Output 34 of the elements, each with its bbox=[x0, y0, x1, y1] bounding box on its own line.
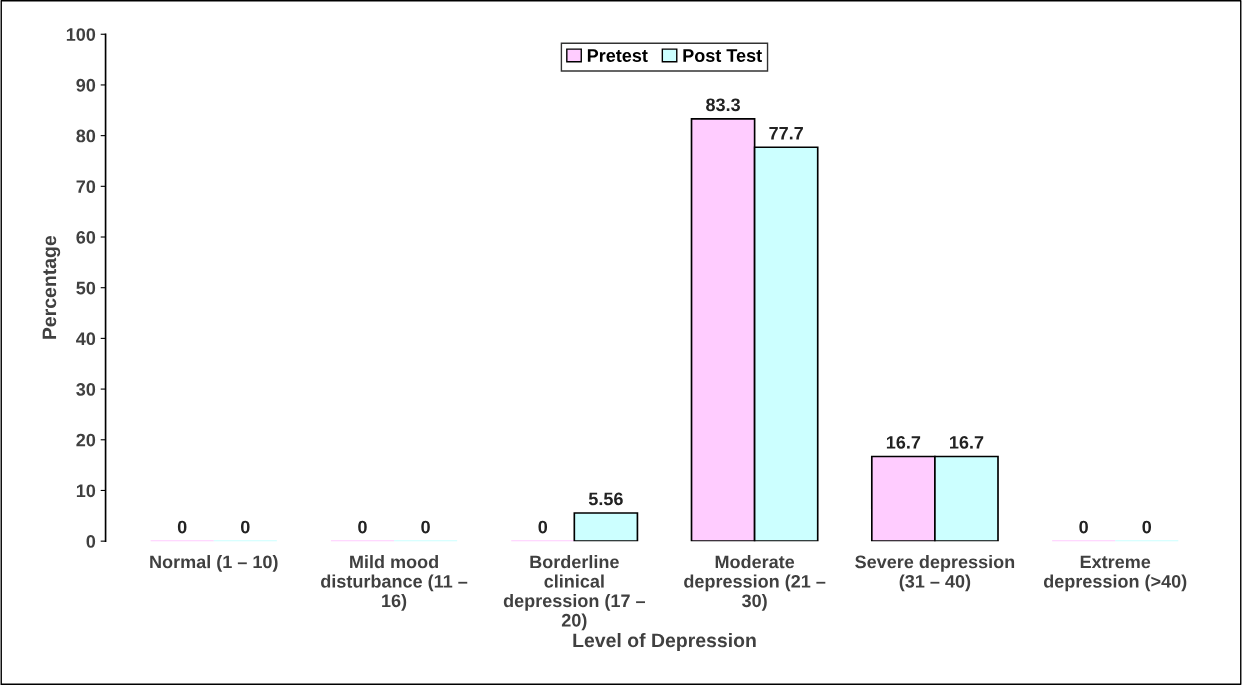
data-label: 16.7 bbox=[886, 435, 921, 449]
data-label: 0 bbox=[538, 520, 548, 534]
y-axis-title: Percentage bbox=[42, 235, 61, 339]
data-label: 5.56 bbox=[588, 492, 623, 506]
x-tick-label: Borderline clinical depression (17 – 20) bbox=[503, 555, 646, 631]
data-label: 0 bbox=[1142, 520, 1152, 534]
y-tick-label: 30 bbox=[76, 383, 96, 396]
x-tick-label: Extreme depression (>40) bbox=[1043, 555, 1187, 592]
y-tick-label: 80 bbox=[76, 129, 96, 143]
y-tick-label: 100 bbox=[66, 28, 96, 41]
legend-label: Pretest bbox=[587, 49, 648, 62]
data-label: 0 bbox=[240, 520, 250, 534]
y-tick-label: 0 bbox=[86, 535, 96, 548]
y-tick-label: 20 bbox=[76, 433, 96, 447]
y-tick-label: 50 bbox=[76, 281, 96, 295]
y-tick-label: 90 bbox=[76, 78, 96, 92]
data-label: 83.3 bbox=[706, 98, 740, 112]
y-tick-label: 10 bbox=[76, 484, 96, 498]
y-tick-label: 60 bbox=[76, 230, 96, 244]
data-label: 0 bbox=[421, 520, 430, 534]
data-label: 16.7 bbox=[950, 435, 984, 449]
x-axis-title: Level of Depression bbox=[573, 632, 756, 652]
x-tick-label: Moderate depression (21 – 30) bbox=[684, 555, 826, 611]
data-label: 77.7 bbox=[769, 126, 803, 140]
bar bbox=[573, 512, 639, 542]
x-tick-label: Severe depression (31 – 40) bbox=[855, 555, 1015, 592]
data-label: 0 bbox=[358, 520, 367, 534]
data-label: 0 bbox=[1079, 520, 1088, 534]
y-tick-label: 70 bbox=[76, 180, 96, 194]
legend-label: Post Test bbox=[683, 49, 762, 62]
y-tick-label: 40 bbox=[76, 332, 96, 346]
data-label: 0 bbox=[177, 520, 187, 534]
x-tick-label: Mild mood disturbance (11 – 16) bbox=[321, 555, 468, 611]
x-tick-label: Normal (1 – 10) bbox=[150, 555, 278, 572]
